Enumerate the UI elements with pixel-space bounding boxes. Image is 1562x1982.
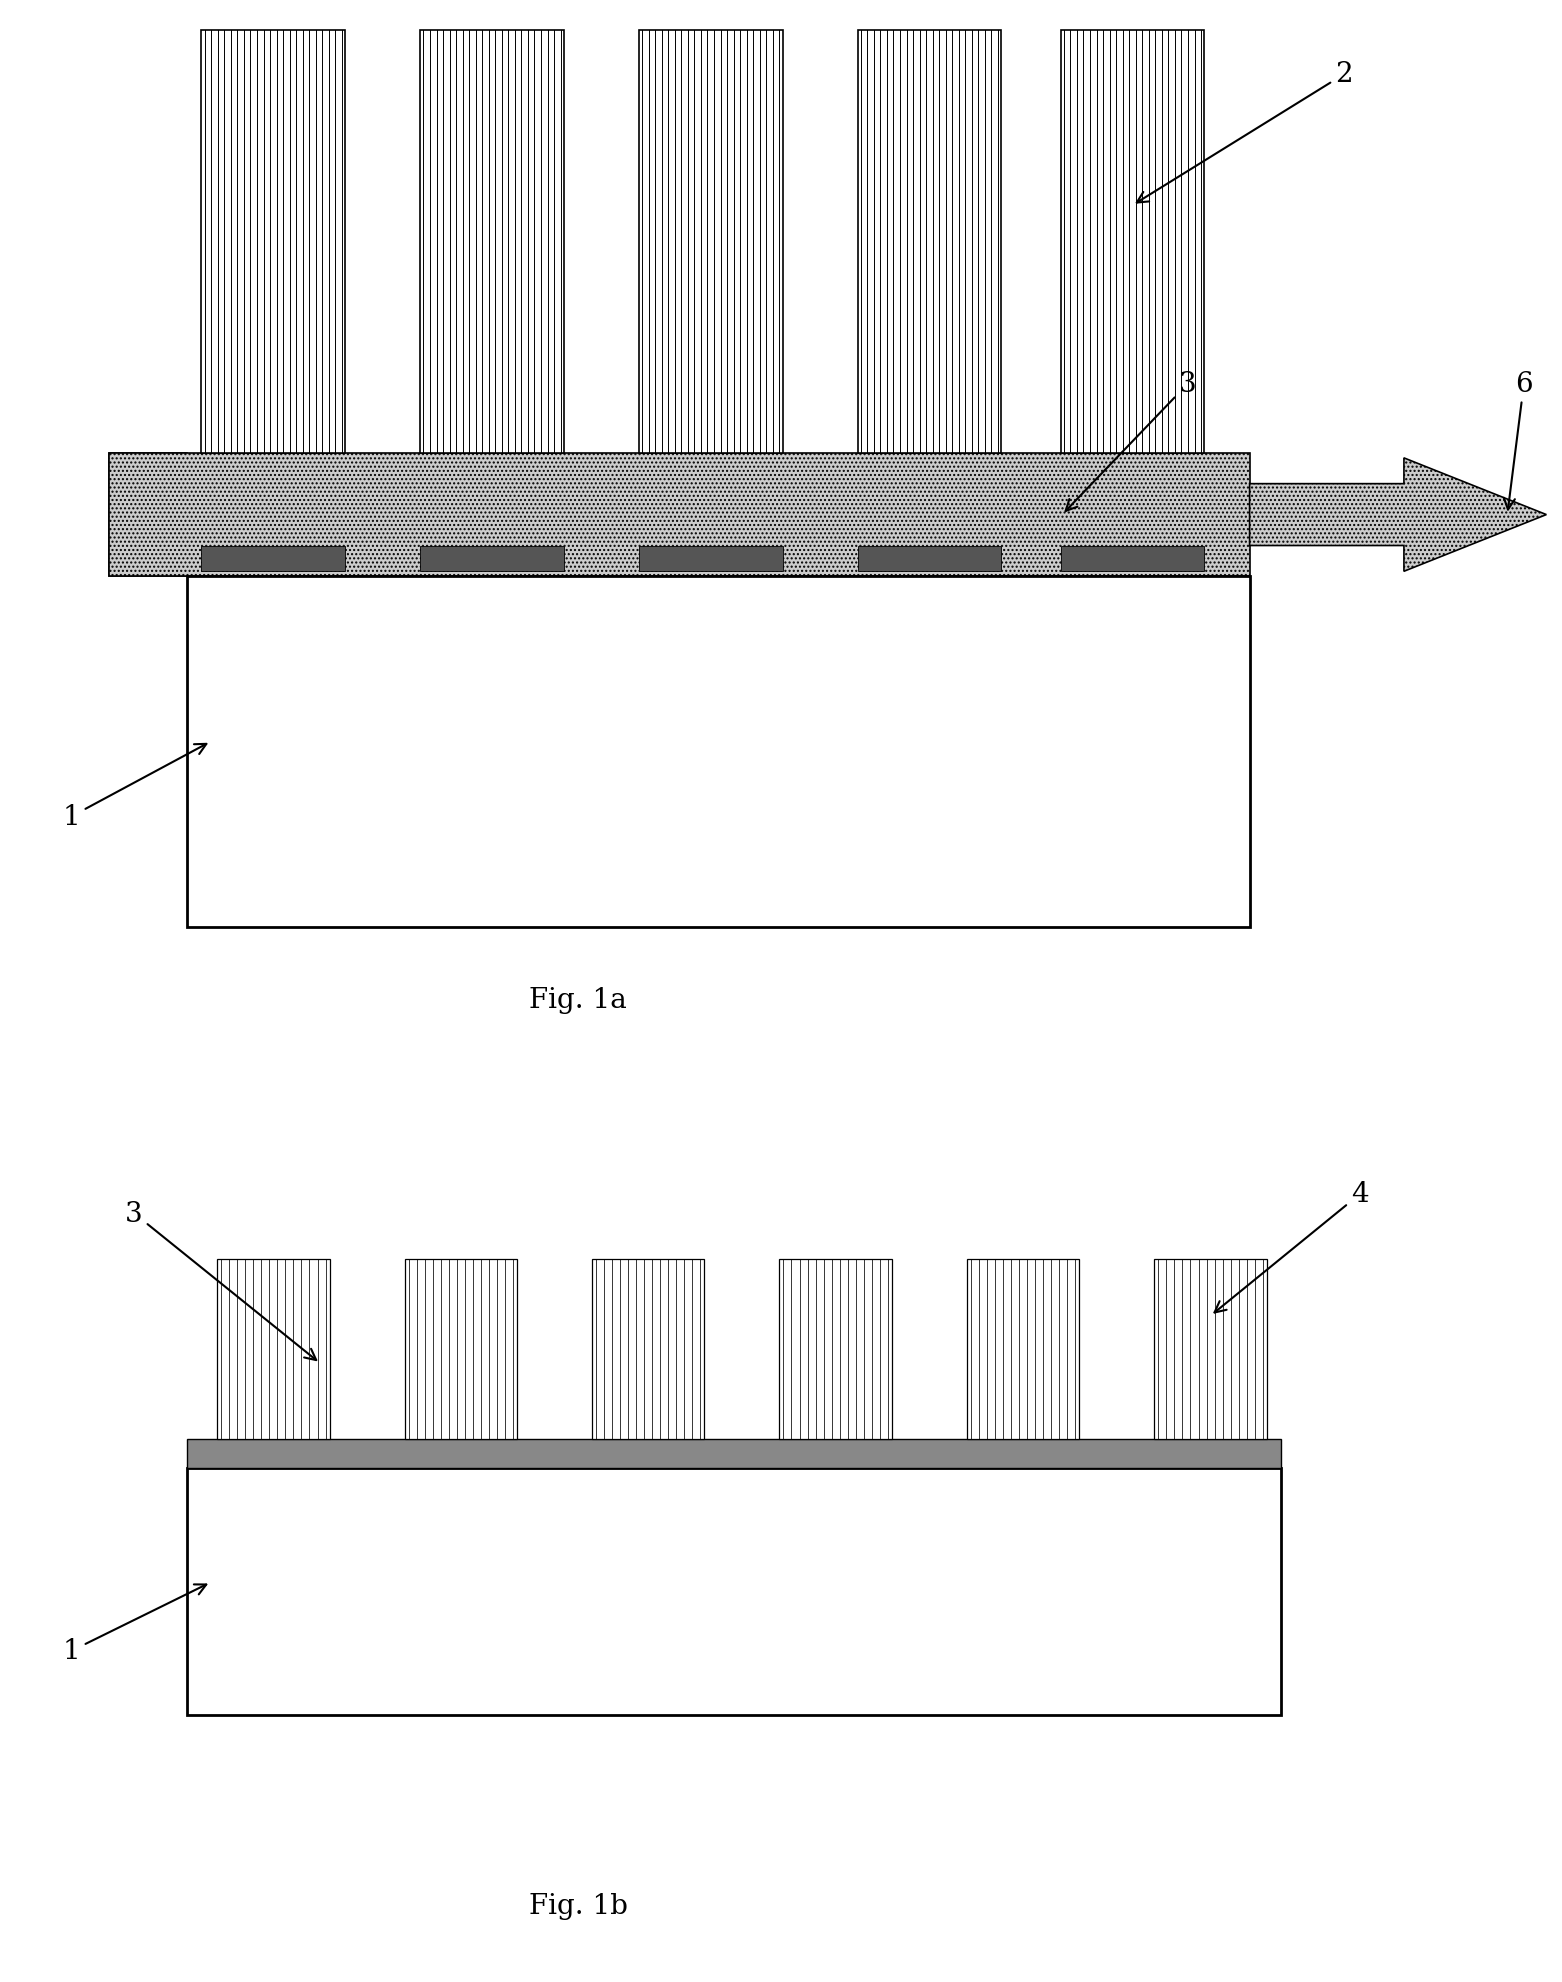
Text: 1: 1 bbox=[62, 1584, 206, 1665]
Bar bbox=[109, 454, 187, 577]
Bar bbox=[405, 1259, 517, 1439]
Bar bbox=[187, 577, 1250, 928]
Bar bbox=[201, 32, 345, 454]
Bar bbox=[187, 1469, 1281, 1716]
Bar bbox=[592, 1259, 704, 1439]
Text: 3: 3 bbox=[125, 1199, 316, 1360]
Text: Fig. 1b: Fig. 1b bbox=[528, 1893, 628, 1919]
Bar bbox=[639, 547, 783, 573]
Bar bbox=[592, 1259, 704, 1439]
Bar bbox=[420, 547, 564, 573]
Bar bbox=[858, 32, 1001, 454]
Bar bbox=[779, 1259, 892, 1439]
Bar bbox=[201, 32, 345, 454]
Text: 6: 6 bbox=[1504, 371, 1532, 509]
Bar bbox=[187, 1439, 1281, 1469]
Bar bbox=[217, 1259, 330, 1439]
Polygon shape bbox=[1250, 458, 1546, 573]
Bar bbox=[1061, 32, 1204, 454]
Bar bbox=[858, 547, 1001, 573]
Bar bbox=[1061, 547, 1204, 573]
Bar bbox=[779, 1259, 892, 1439]
Bar bbox=[217, 1259, 330, 1439]
Bar bbox=[1154, 1259, 1267, 1439]
Bar bbox=[967, 1259, 1079, 1439]
Bar bbox=[639, 32, 783, 454]
Bar bbox=[1154, 1259, 1267, 1439]
Text: 2: 2 bbox=[1137, 61, 1353, 204]
Text: 3: 3 bbox=[1065, 371, 1196, 511]
Bar bbox=[420, 32, 564, 454]
Bar bbox=[420, 32, 564, 454]
Text: Fig. 1a: Fig. 1a bbox=[530, 987, 626, 1013]
Bar bbox=[109, 454, 1250, 577]
Text: 4: 4 bbox=[1215, 1181, 1368, 1312]
Bar bbox=[201, 547, 345, 573]
Text: 1: 1 bbox=[62, 745, 206, 830]
Bar bbox=[967, 1259, 1079, 1439]
Bar bbox=[1061, 32, 1204, 454]
Bar bbox=[858, 32, 1001, 454]
Bar bbox=[639, 32, 783, 454]
Bar bbox=[405, 1259, 517, 1439]
